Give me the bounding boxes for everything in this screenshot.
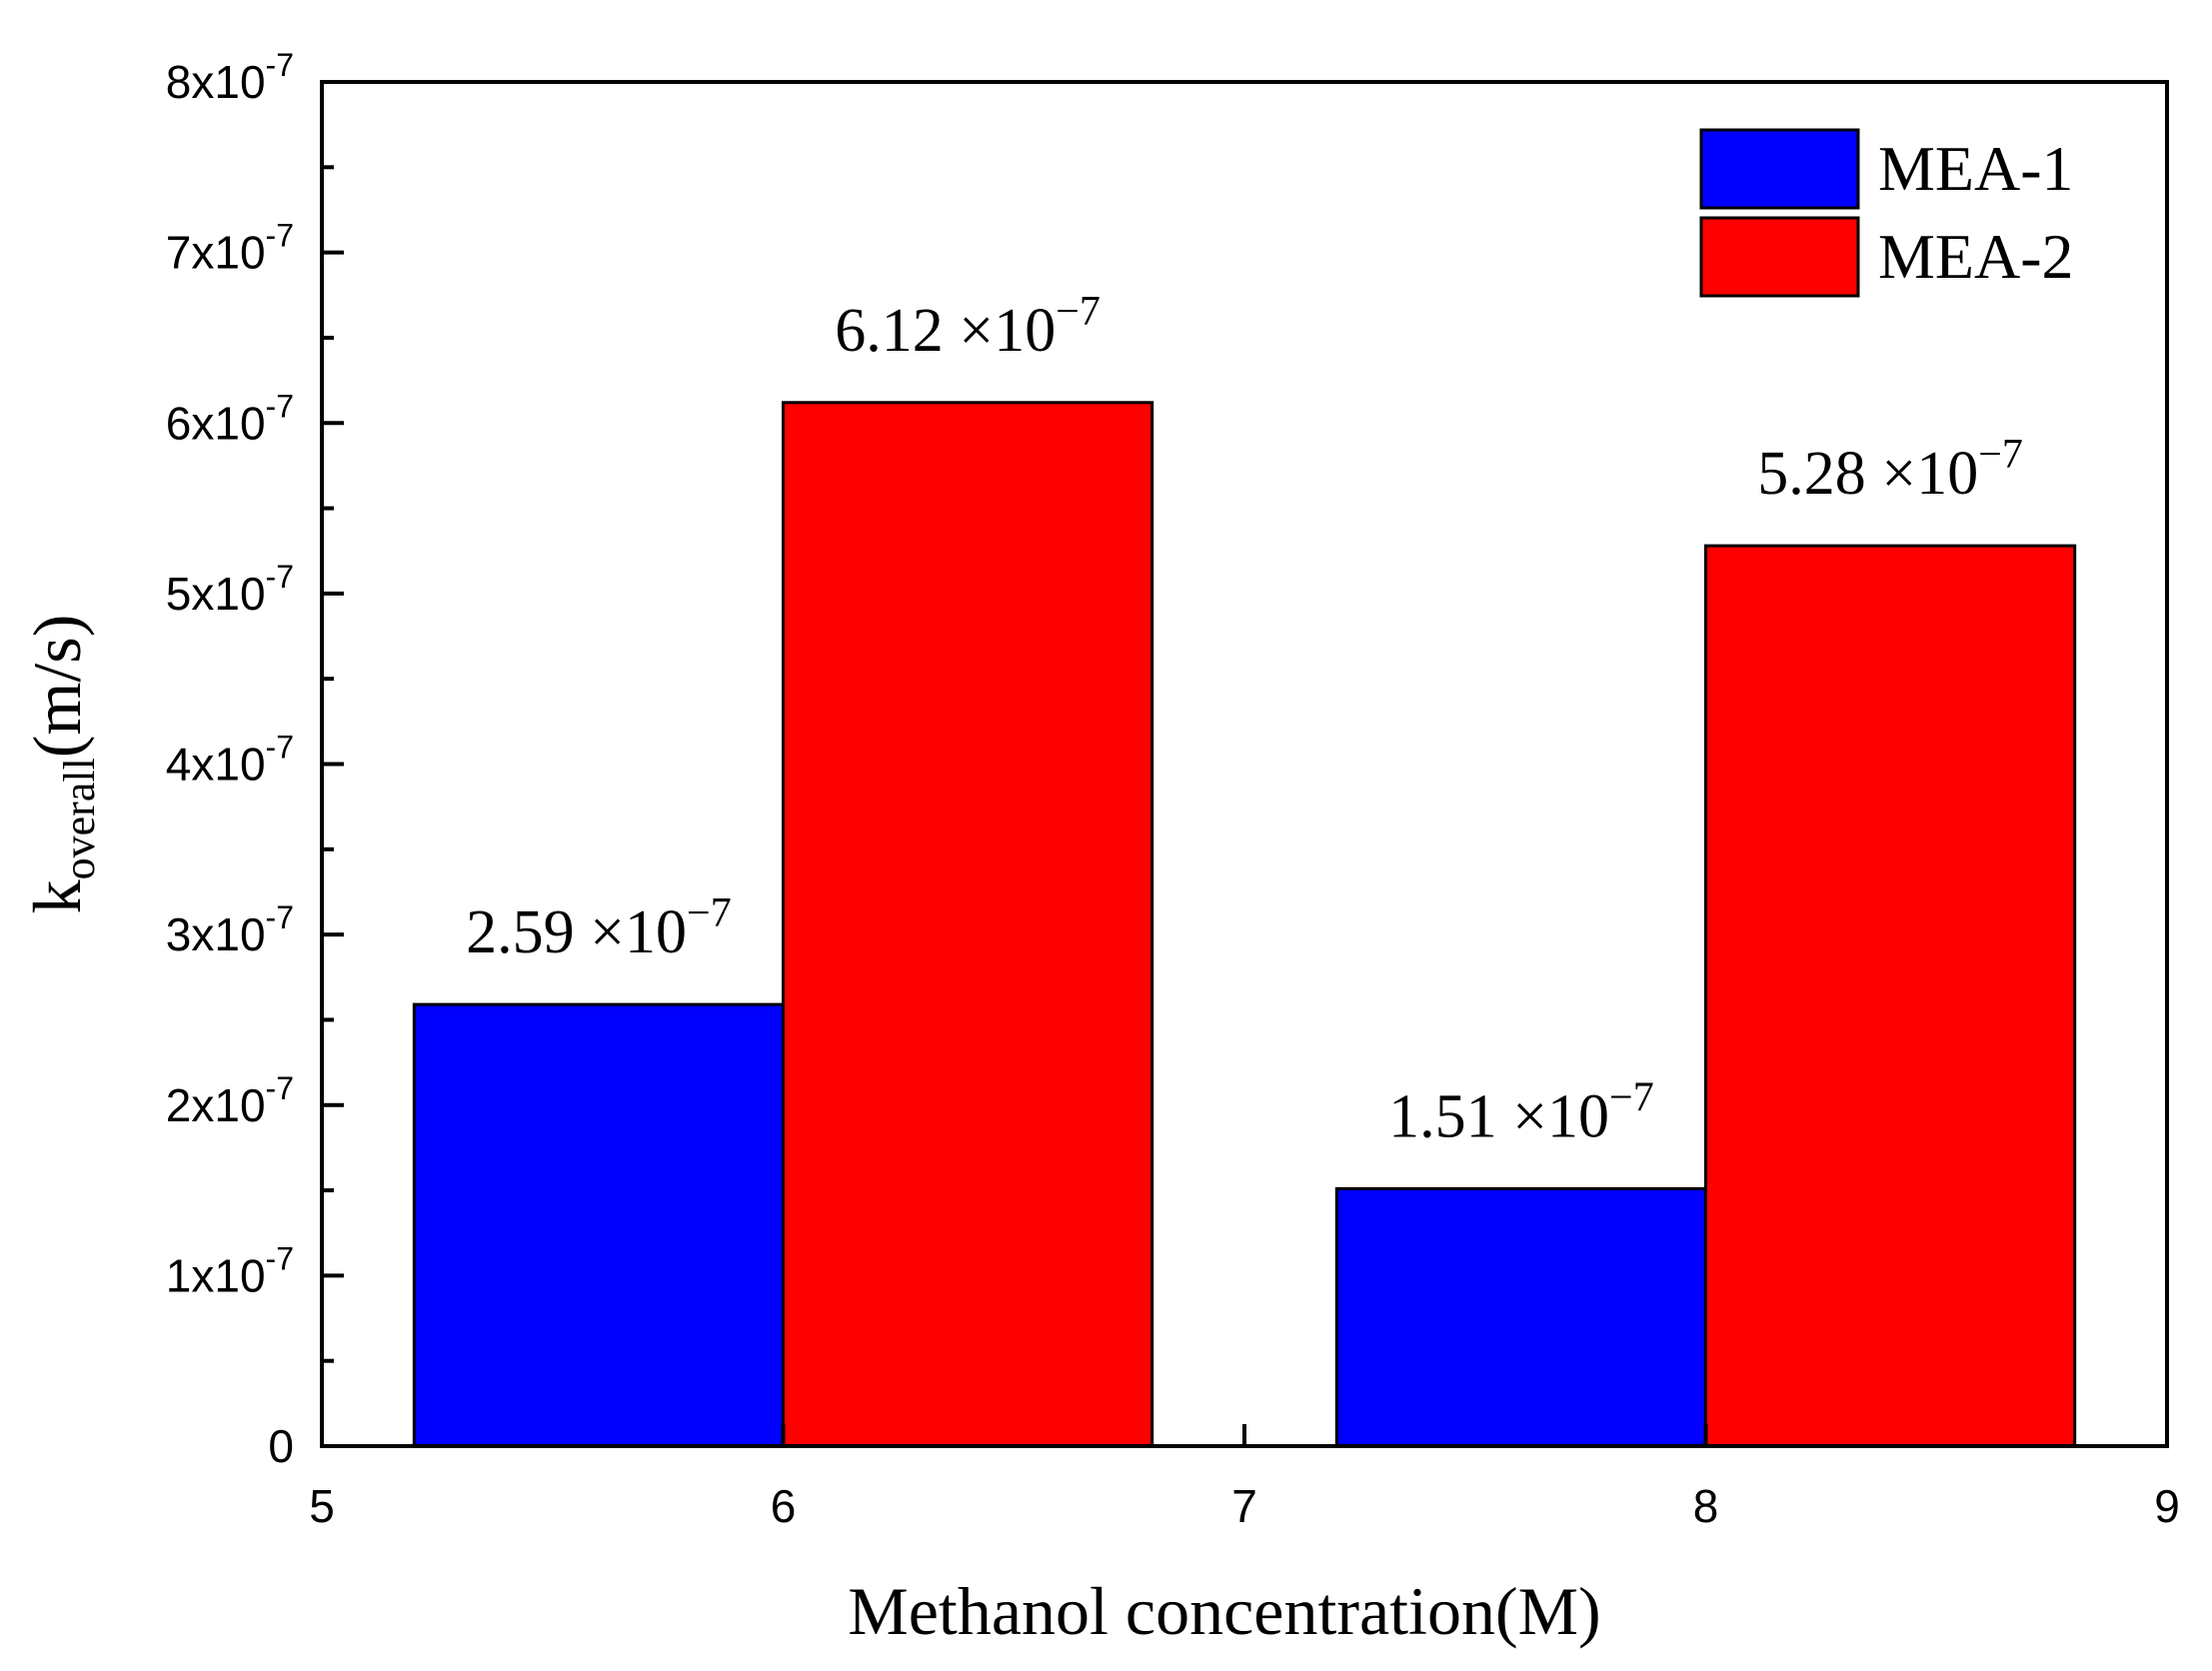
bar-mea-1-2 — [1334, 1186, 1708, 1448]
x-tick-label: 8 — [1693, 1480, 1719, 1532]
legend-label-mea-2: MEA-2 — [1878, 221, 2074, 292]
y-tick-label: 0 — [268, 1420, 294, 1472]
x-tick-label: 6 — [771, 1480, 797, 1532]
y-tick-label: 6x10-7 — [166, 388, 294, 449]
x-axis-title: Methanol concentration(M) — [848, 1573, 1600, 1649]
x-tick-label: 9 — [2154, 1480, 2180, 1532]
bar-mea-2-2 — [1704, 544, 2077, 1448]
bar-mea-1-1 — [412, 1002, 785, 1448]
labels-layer: 2.59 ×10−7 1.51 ×10−7 6.12 ×10−7 5.28 ×10−7… — [19, 289, 2023, 1649]
legend-swatch-mea-1 — [1699, 128, 1860, 210]
y-tick-label: 4x10-7 — [166, 730, 294, 791]
legend-label-mea-1: MEA-1 — [1878, 133, 2074, 204]
legend-swatch-mea-2 — [1699, 216, 1860, 298]
data-label-mea-2-2: 5.28 ×10−7 — [1757, 432, 2023, 508]
x-tick-label: 5 — [309, 1480, 335, 1532]
bar-mea-2-1 — [782, 401, 1154, 1448]
y-tick-label: 3x10-7 — [166, 899, 294, 960]
y-tick-label: 2x10-7 — [166, 1070, 294, 1131]
data-label-mea-1-2: 1.51 ×10−7 — [1388, 1074, 1654, 1150]
x-tick-label: 7 — [1231, 1480, 1257, 1532]
y-axis-title: koverall(m/s) — [19, 615, 104, 914]
bars-layer — [412, 401, 2077, 1448]
y-tick-label: 1x10-7 — [166, 1240, 294, 1301]
axes-layer: 0 1x10-7 2x10-7 3x10-7 4x10-7 5x10-7 6x10-7 7x1… — [166, 47, 2180, 1532]
y-tick-label: 8x10-7 — [166, 47, 294, 108]
data-label-mea-2-1: 6.12 ×10−7 — [835, 289, 1101, 365]
y-tick-label: 7x10-7 — [166, 218, 294, 279]
legend: MEA-1 MEA-2 — [1699, 128, 2074, 298]
y-tick-label: 5x10-7 — [166, 559, 294, 620]
data-label-mea-1-1: 2.59 ×10−7 — [466, 890, 732, 966]
